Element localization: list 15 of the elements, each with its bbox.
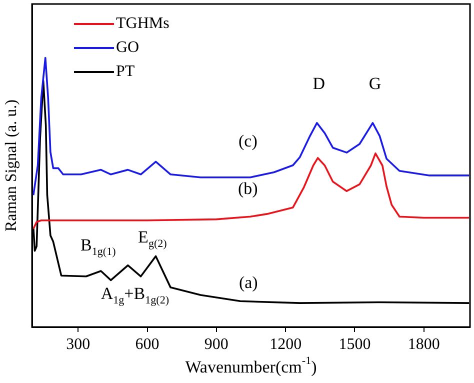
x-tick-label: 1200 xyxy=(270,336,302,353)
annotation: (b) xyxy=(238,178,258,198)
legend-label: TGHMs xyxy=(116,15,170,32)
annotation: G xyxy=(368,74,382,93)
legend-label: GO xyxy=(116,39,140,56)
x-tick-label: 1500 xyxy=(338,336,371,353)
y-axis-title: Raman Signal (a. u.) xyxy=(3,100,20,232)
x-tick-label: 300 xyxy=(66,336,90,353)
legend-label: PT xyxy=(116,63,135,80)
annotation: (a) xyxy=(238,273,258,292)
annotation: D xyxy=(312,74,326,93)
x-tick-label: 600 xyxy=(135,336,160,353)
x-tick-label: 900 xyxy=(204,336,228,353)
x-tick-label: 1800 xyxy=(408,336,440,353)
annotation: (c) xyxy=(238,131,258,150)
